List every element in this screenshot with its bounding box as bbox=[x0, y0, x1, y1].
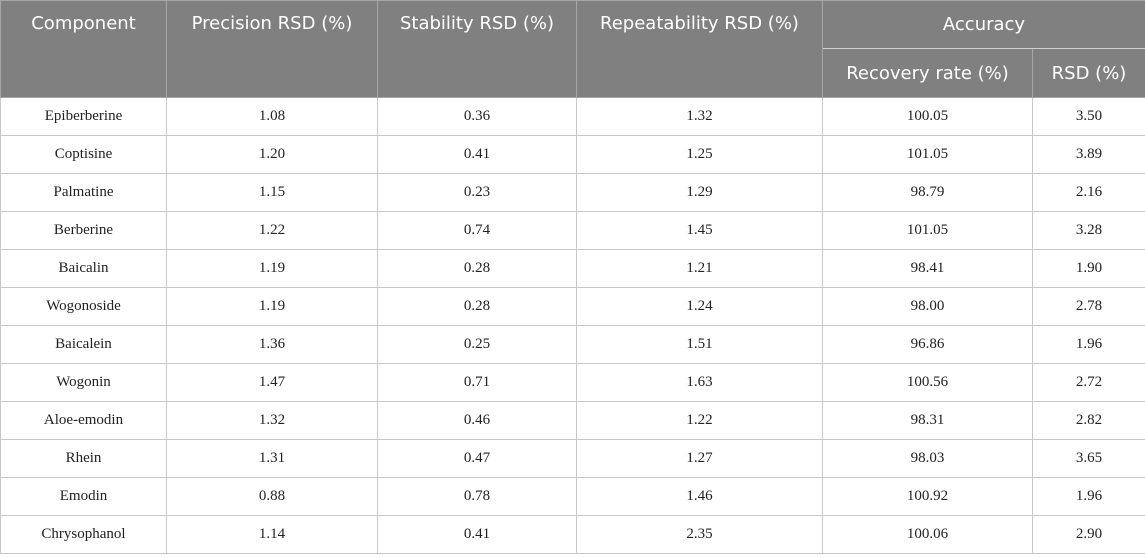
cell-stability-rsd: 0.78 bbox=[377, 477, 577, 516]
cell-stability-rsd: 0.23 bbox=[377, 173, 577, 212]
cell-recovery-rate: 98.41 bbox=[822, 249, 1033, 288]
header-recovery-rate: Recovery rate (%) bbox=[822, 48, 1033, 98]
cell-stability-rsd: 0.36 bbox=[377, 97, 577, 136]
cell-precision-rsd: 1.47 bbox=[166, 363, 378, 402]
cell-precision-rsd: 1.22 bbox=[166, 211, 378, 250]
cell-recovery-rate: 98.31 bbox=[822, 401, 1033, 440]
cell-recovery-rate: 100.56 bbox=[822, 363, 1033, 402]
cell-stability-rsd: 0.28 bbox=[377, 287, 577, 326]
cell-recovery-rate: 96.86 bbox=[822, 325, 1033, 364]
table-row: Baicalin 1.19 0.28 1.21 98.41 1.90 bbox=[0, 249, 1145, 288]
header-accuracy-rsd: RSD (%) bbox=[1032, 48, 1145, 98]
cell-accuracy-rsd: 3.50 bbox=[1032, 97, 1145, 136]
cell-component: Emodin bbox=[0, 477, 167, 516]
cell-stability-rsd: 0.46 bbox=[377, 401, 577, 440]
cell-accuracy-rsd: 2.82 bbox=[1032, 401, 1145, 440]
cell-accuracy-rsd: 2.78 bbox=[1032, 287, 1145, 326]
header-accuracy-group: Accuracy bbox=[822, 0, 1145, 49]
cell-repeatability-rsd: 1.24 bbox=[576, 287, 823, 326]
cell-stability-rsd: 0.41 bbox=[377, 135, 577, 174]
cell-repeatability-rsd: 2.35 bbox=[576, 515, 823, 554]
header-repeatability-rsd: Repeatability RSD (%) bbox=[576, 0, 823, 98]
cell-component: Berberine bbox=[0, 211, 167, 250]
cell-accuracy-rsd: 2.72 bbox=[1032, 363, 1145, 402]
cell-component: Wogonoside bbox=[0, 287, 167, 326]
cell-stability-rsd: 0.47 bbox=[377, 439, 577, 478]
cell-repeatability-rsd: 1.21 bbox=[576, 249, 823, 288]
table-row: Baicalein 1.36 0.25 1.51 96.86 1.96 bbox=[0, 325, 1145, 364]
cell-stability-rsd: 0.41 bbox=[377, 515, 577, 554]
cell-repeatability-rsd: 1.22 bbox=[576, 401, 823, 440]
cell-repeatability-rsd: 1.27 bbox=[576, 439, 823, 478]
cell-recovery-rate: 98.00 bbox=[822, 287, 1033, 326]
cell-stability-rsd: 0.71 bbox=[377, 363, 577, 402]
cell-component: Aloe-emodin bbox=[0, 401, 167, 440]
table-row: Palmatine 1.15 0.23 1.29 98.79 2.16 bbox=[0, 173, 1145, 212]
table-row: Epiberberine 1.08 0.36 1.32 100.05 3.50 bbox=[0, 97, 1145, 136]
cell-accuracy-rsd: 3.89 bbox=[1032, 135, 1145, 174]
header-row-top: Component Precision RSD (%) Stability RS… bbox=[0, 0, 1145, 98]
cell-component: Baicalin bbox=[0, 249, 167, 288]
cell-precision-rsd: 1.32 bbox=[166, 401, 378, 440]
cell-component: Baicalein bbox=[0, 325, 167, 364]
table-row: Emodin 0.88 0.78 1.46 100.92 1.96 bbox=[0, 477, 1145, 516]
cell-component: Wogonin bbox=[0, 363, 167, 402]
table-row: Chrysophanol 1.14 0.41 2.35 100.06 2.90 bbox=[0, 515, 1145, 554]
cell-precision-rsd: 1.19 bbox=[166, 249, 378, 288]
cell-accuracy-rsd: 3.65 bbox=[1032, 439, 1145, 478]
cell-accuracy-rsd: 1.96 bbox=[1032, 325, 1145, 364]
cell-component: Rhein bbox=[0, 439, 167, 478]
cell-recovery-rate: 98.79 bbox=[822, 173, 1033, 212]
cell-recovery-rate: 101.05 bbox=[822, 211, 1033, 250]
table-header: Component Precision RSD (%) Stability RS… bbox=[0, 0, 1145, 98]
table-row: Wogonoside 1.19 0.28 1.24 98.00 2.78 bbox=[0, 287, 1145, 326]
table-row: Berberine 1.22 0.74 1.45 101.05 3.28 bbox=[0, 211, 1145, 250]
cell-stability-rsd: 0.25 bbox=[377, 325, 577, 364]
cell-precision-rsd: 1.08 bbox=[166, 97, 378, 136]
cell-precision-rsd: 1.20 bbox=[166, 135, 378, 174]
cell-recovery-rate: 100.05 bbox=[822, 97, 1033, 136]
cell-accuracy-rsd: 2.90 bbox=[1032, 515, 1145, 554]
cell-accuracy-rsd: 3.28 bbox=[1032, 211, 1145, 250]
cell-repeatability-rsd: 1.25 bbox=[576, 135, 823, 174]
cell-precision-rsd: 1.31 bbox=[166, 439, 378, 478]
cell-repeatability-rsd: 1.63 bbox=[576, 363, 823, 402]
header-row-bottom: Recovery rate (%) RSD (%) bbox=[1, 48, 1145, 98]
cell-recovery-rate: 100.06 bbox=[822, 515, 1033, 554]
cell-repeatability-rsd: 1.29 bbox=[576, 173, 823, 212]
cell-precision-rsd: 0.88 bbox=[166, 477, 378, 516]
cell-recovery-rate: 100.92 bbox=[822, 477, 1033, 516]
cell-accuracy-rsd: 1.96 bbox=[1032, 477, 1145, 516]
header-component: Component bbox=[0, 0, 167, 98]
cell-precision-rsd: 1.14 bbox=[166, 515, 378, 554]
cell-precision-rsd: 1.36 bbox=[166, 325, 378, 364]
cell-component: Chrysophanol bbox=[0, 515, 167, 554]
header-stability-rsd: Stability RSD (%) bbox=[377, 0, 577, 98]
cell-stability-rsd: 0.74 bbox=[377, 211, 577, 250]
header-precision-rsd: Precision RSD (%) bbox=[166, 0, 378, 98]
cell-precision-rsd: 1.19 bbox=[166, 287, 378, 326]
cell-repeatability-rsd: 1.46 bbox=[576, 477, 823, 516]
cell-repeatability-rsd: 1.32 bbox=[576, 97, 823, 136]
cell-repeatability-rsd: 1.45 bbox=[576, 211, 823, 250]
cell-component: Epiberberine bbox=[0, 97, 167, 136]
table-row: Wogonin 1.47 0.71 1.63 100.56 2.72 bbox=[0, 363, 1145, 402]
table-row: Aloe-emodin 1.32 0.46 1.22 98.31 2.82 bbox=[0, 401, 1145, 440]
cell-repeatability-rsd: 1.51 bbox=[576, 325, 823, 364]
cell-component: Coptisine bbox=[0, 135, 167, 174]
table-row: Coptisine 1.20 0.41 1.25 101.05 3.89 bbox=[0, 135, 1145, 174]
table-row: Rhein 1.31 0.47 1.27 98.03 3.65 bbox=[0, 439, 1145, 478]
cell-recovery-rate: 101.05 bbox=[822, 135, 1033, 174]
cell-accuracy-rsd: 1.90 bbox=[1032, 249, 1145, 288]
cell-component: Palmatine bbox=[0, 173, 167, 212]
cell-accuracy-rsd: 2.16 bbox=[1032, 173, 1145, 212]
cell-recovery-rate: 98.03 bbox=[822, 439, 1033, 478]
table-body: Epiberberine 1.08 0.36 1.32 100.05 3.50 Coptis… bbox=[0, 97, 1145, 554]
cell-stability-rsd: 0.28 bbox=[377, 249, 577, 288]
cell-precision-rsd: 1.15 bbox=[166, 173, 378, 212]
